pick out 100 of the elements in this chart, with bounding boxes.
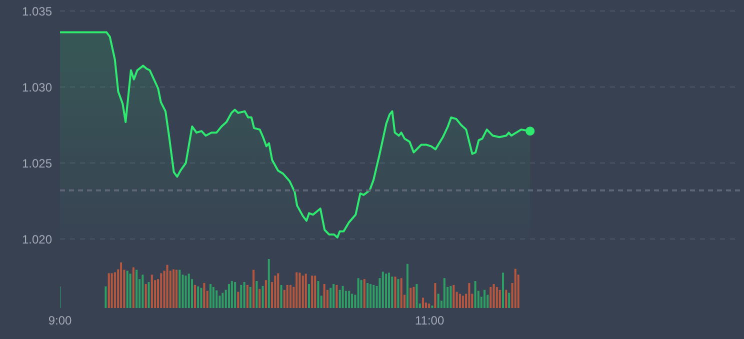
bar (200, 288, 202, 308)
bar (388, 272, 390, 308)
bar (348, 290, 350, 308)
bar (108, 273, 110, 308)
bar (110, 273, 113, 308)
bar (194, 284, 196, 308)
bar (382, 272, 384, 308)
bar (249, 286, 252, 308)
bar (246, 284, 248, 308)
bar (514, 268, 516, 308)
bar (443, 278, 446, 308)
bar (268, 259, 270, 308)
bar (391, 276, 394, 308)
bar (104, 286, 107, 308)
bar (237, 292, 240, 308)
bar (298, 272, 301, 308)
bar (178, 270, 181, 308)
bar (243, 282, 246, 308)
bar (212, 286, 214, 308)
bar (422, 298, 424, 308)
bar (228, 284, 230, 308)
bar (136, 270, 138, 308)
bar (434, 283, 436, 308)
bar (360, 280, 362, 308)
bar (474, 281, 476, 308)
bar (412, 286, 415, 308)
bar (166, 264, 168, 308)
bar (468, 283, 470, 308)
bar (323, 284, 326, 308)
bar (286, 284, 288, 308)
bar (262, 286, 264, 308)
bar (462, 296, 464, 308)
bar (363, 279, 366, 308)
bar (332, 284, 335, 308)
bar (197, 286, 200, 308)
bar (498, 290, 501, 308)
bar (290, 284, 292, 308)
bar (450, 286, 452, 308)
bar (357, 278, 360, 308)
bar (505, 290, 508, 308)
bar (160, 273, 162, 308)
bar (175, 270, 178, 308)
bar (406, 264, 408, 308)
bar (230, 281, 233, 308)
bar (351, 294, 354, 308)
bar (144, 284, 147, 308)
bar (148, 282, 150, 308)
bar (203, 283, 206, 308)
bar (120, 262, 122, 308)
bar (132, 267, 134, 308)
bar (240, 284, 242, 308)
bar (416, 284, 418, 308)
bar (496, 286, 498, 308)
bar (336, 284, 338, 308)
bar (252, 270, 255, 308)
bar (296, 272, 298, 308)
bar (437, 294, 440, 308)
y-tick-label: 1.035 (22, 4, 52, 18)
bar (410, 288, 412, 308)
bar (114, 272, 116, 308)
bar (490, 286, 492, 308)
bar (234, 282, 236, 308)
bar (264, 280, 267, 308)
bar (370, 284, 372, 308)
bar (458, 294, 461, 308)
bar (172, 269, 175, 308)
bar (304, 274, 307, 308)
bar (188, 274, 190, 308)
bar (184, 276, 187, 308)
bar (484, 290, 486, 308)
bar (280, 284, 282, 308)
y-tick-label: 1.030 (22, 80, 52, 94)
bar (126, 270, 128, 308)
bar (256, 281, 258, 308)
bar (314, 276, 316, 308)
bar (428, 304, 430, 308)
bar (372, 284, 375, 308)
bar (150, 274, 153, 308)
bar (338, 290, 341, 308)
bar (209, 284, 212, 308)
bar (502, 272, 504, 308)
y-tick-label: 1.025 (22, 156, 52, 170)
bar (400, 278, 402, 308)
bar (317, 281, 320, 308)
y-tick-label: 1.020 (22, 232, 52, 246)
bar (492, 284, 495, 308)
bar (394, 276, 396, 308)
bar (222, 292, 224, 308)
bar (330, 288, 332, 308)
bar (397, 279, 400, 308)
x-tick-label: 11:00 (414, 314, 444, 328)
bar (302, 276, 304, 308)
bar (311, 276, 314, 308)
bar (216, 290, 218, 308)
bar (508, 292, 510, 308)
bar (366, 283, 369, 308)
bar (129, 274, 132, 308)
bar (277, 273, 280, 308)
bar (142, 274, 144, 308)
bar (342, 286, 344, 308)
